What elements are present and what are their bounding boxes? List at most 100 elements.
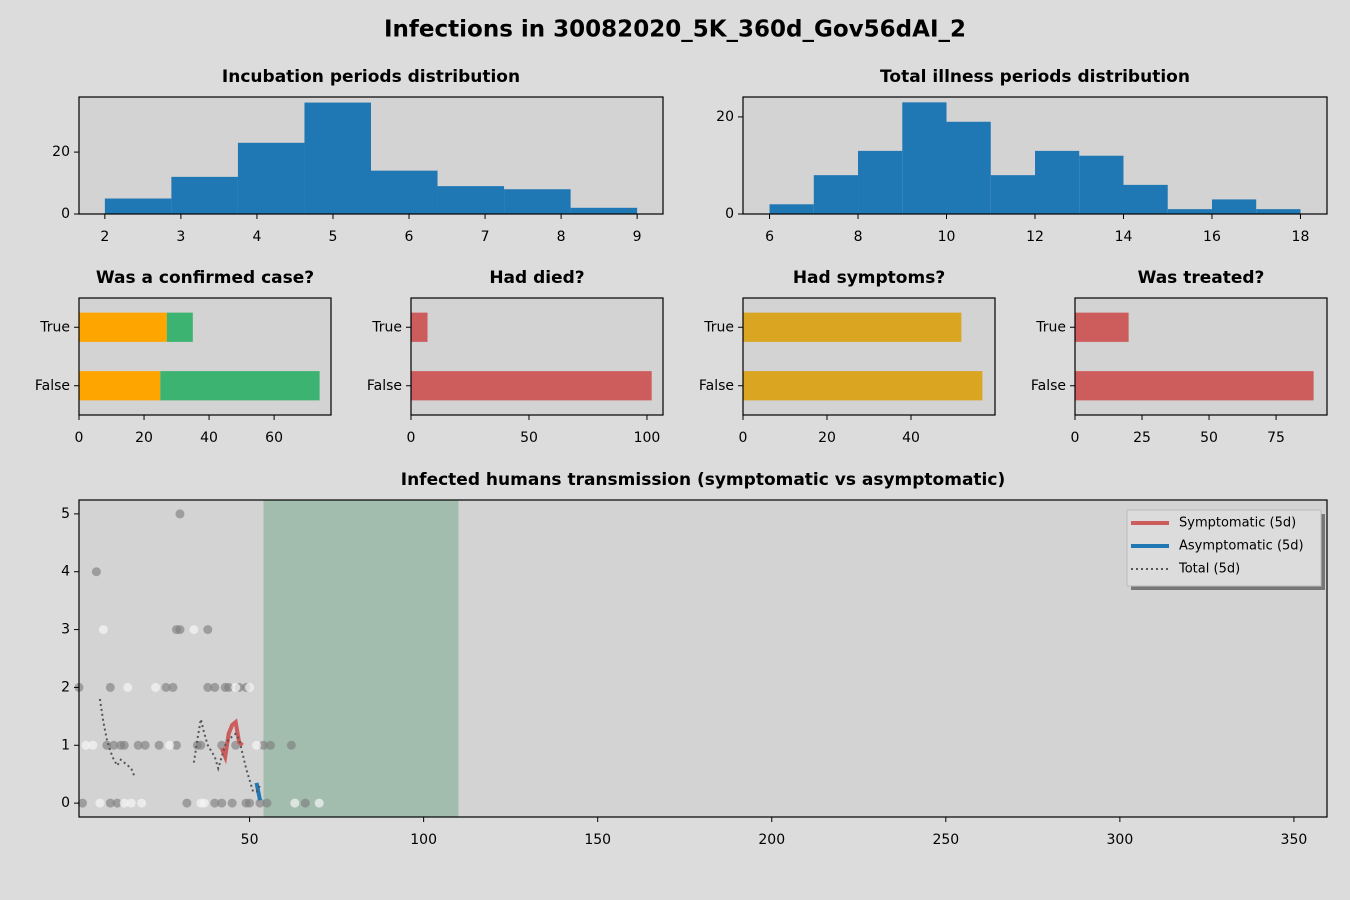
y-tick-label: False <box>367 378 402 394</box>
point <box>151 682 161 692</box>
histogram-bar <box>171 176 238 214</box>
bar <box>79 312 167 342</box>
point <box>196 740 206 750</box>
histogram-bar <box>1167 209 1212 214</box>
y-tick-label: False <box>35 378 70 394</box>
point <box>314 798 324 808</box>
point <box>286 740 296 750</box>
point <box>262 798 272 808</box>
point <box>224 682 234 692</box>
x-tick-label: 100 <box>410 832 437 848</box>
x-tick-label: 200 <box>758 832 785 848</box>
point <box>245 798 255 808</box>
plot-border <box>78 499 1328 818</box>
point <box>161 682 171 692</box>
histogram-bar <box>437 186 505 214</box>
x-tick-label: 0 <box>407 430 416 446</box>
bar <box>411 312 428 342</box>
point <box>102 740 112 750</box>
x-tick-label: 0 <box>739 430 748 446</box>
y-tick-label: False <box>699 378 734 394</box>
x-tick-label: 150 <box>584 832 611 848</box>
point <box>182 798 192 808</box>
point <box>265 740 275 750</box>
point <box>77 798 87 808</box>
point <box>119 740 129 750</box>
x-tick-label: 4 <box>252 229 261 245</box>
point <box>231 682 241 692</box>
histogram-bar <box>1079 155 1124 214</box>
y-tick-label: True <box>39 319 70 335</box>
x-tick-label: 6 <box>405 229 414 245</box>
point <box>255 798 265 808</box>
point <box>88 740 98 750</box>
histogram-bar <box>304 102 371 214</box>
point <box>168 682 178 692</box>
bar <box>1075 312 1129 342</box>
x-tick-label: 50 <box>520 430 538 446</box>
chart-title: Had symptoms? <box>793 268 945 288</box>
point <box>133 740 143 750</box>
plot-border <box>742 297 996 416</box>
y-tick-label: True <box>371 319 402 335</box>
histogram-bar <box>1035 150 1080 214</box>
x-tick-label: 20 <box>135 430 153 446</box>
histogram-bar <box>946 121 991 214</box>
x-tick-label: 8 <box>557 229 566 245</box>
chart-title: Total illness periods distribution <box>880 67 1190 87</box>
histogram-bar <box>504 189 571 214</box>
legend-label: Symptomatic (5d) <box>1179 516 1296 531</box>
point <box>300 798 310 808</box>
point <box>112 798 122 808</box>
y-tick-label: 3 <box>61 622 70 638</box>
histogram-bar <box>570 207 638 214</box>
bar <box>743 371 983 401</box>
x-tick-label: 14 <box>1115 229 1133 245</box>
histogram-bar <box>769 204 814 214</box>
bar <box>79 371 161 401</box>
x-tick-label: 20 <box>818 430 836 446</box>
bar <box>160 371 320 401</box>
point <box>210 798 220 808</box>
shaded-span <box>263 500 459 817</box>
point <box>119 798 129 808</box>
histogram-bar <box>371 170 438 214</box>
x-tick-label: 40 <box>200 430 218 446</box>
point <box>95 798 105 808</box>
chart-title: Incubation periods distribution <box>222 67 520 87</box>
bar <box>166 312 193 342</box>
x-tick-label: 50 <box>241 832 259 848</box>
x-tick-label: 9 <box>633 229 642 245</box>
point <box>217 798 227 808</box>
histogram-bar <box>104 198 172 214</box>
point <box>252 740 262 750</box>
x-tick-label: 40 <box>902 430 920 446</box>
point <box>109 740 119 750</box>
y-tick-label: True <box>1035 319 1066 335</box>
x-tick-label: 6 <box>765 229 774 245</box>
y-tick-label: 0 <box>61 206 70 222</box>
y-tick-label: 20 <box>716 109 734 125</box>
histogram-bar <box>237 142 305 214</box>
x-tick-label: 300 <box>1107 832 1134 848</box>
x-tick-label: 7 <box>481 229 490 245</box>
x-tick-label: 60 <box>265 430 283 446</box>
point <box>217 740 227 750</box>
point <box>171 740 181 750</box>
x-tick-label: 18 <box>1292 229 1310 245</box>
line <box>254 782 262 801</box>
x-tick-label: 5 <box>329 229 338 245</box>
point <box>189 625 199 635</box>
y-tick-label: 5 <box>61 506 70 522</box>
point <box>259 740 269 750</box>
point <box>123 682 133 692</box>
legend-label: Asymptomatic (5d) <box>1179 539 1304 554</box>
bar <box>411 371 652 401</box>
point <box>81 740 91 750</box>
y-tick-label: True <box>703 319 734 335</box>
y-tick-label: 2 <box>61 679 70 695</box>
point <box>140 740 150 750</box>
x-tick-label: 250 <box>932 832 959 848</box>
y-tick-label: 4 <box>61 564 70 580</box>
